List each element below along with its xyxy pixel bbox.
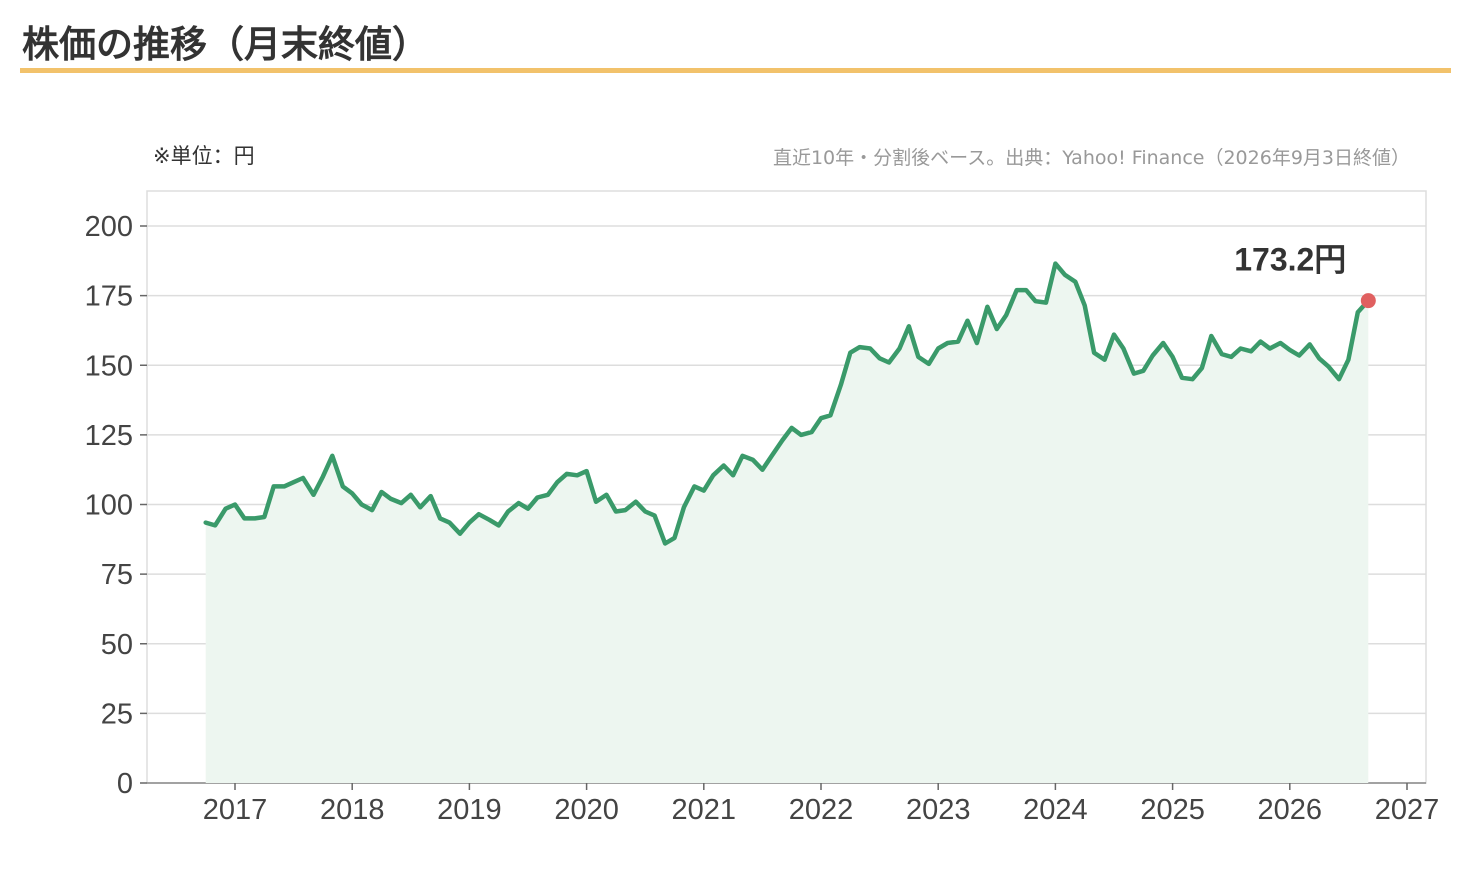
y-tick-label: 150 <box>85 350 133 382</box>
x-tick-label: 2021 <box>672 794 737 826</box>
x-tick-label: 2024 <box>1023 794 1088 826</box>
y-tick-label: 25 <box>101 698 133 730</box>
title-underline <box>20 68 1451 73</box>
series-area <box>205 263 1369 784</box>
x-tick-label: 2017 <box>203 794 268 826</box>
last-price-label: 173.2円 <box>1234 242 1346 278</box>
x-tick-label: 2022 <box>789 794 854 826</box>
x-tick-label: 2023 <box>906 794 971 826</box>
y-tick-label: 75 <box>101 559 133 591</box>
unit-note: ※単位：円 <box>153 144 255 168</box>
page-title: 株価の推移（月末終値） <box>22 23 429 66</box>
y-tick-label: 200 <box>85 211 133 243</box>
source-note: 直近10年・分割後ベース。出典：Yahoo! Finance（2026年9月3日… <box>772 147 1410 169</box>
x-tick-label: 2020 <box>554 794 619 826</box>
x-tick-label: 2019 <box>437 794 502 826</box>
last-price-marker <box>1360 293 1376 309</box>
x-tick-label: 2025 <box>1140 794 1205 826</box>
x-tick-label: 2026 <box>1258 794 1323 826</box>
y-tick-label: 50 <box>101 629 133 661</box>
y-tick-label: 0 <box>117 768 133 800</box>
series-line <box>203 261 1371 546</box>
x-tick-label: 2018 <box>320 794 385 826</box>
y-tick-label: 100 <box>85 490 133 522</box>
x-tick-label: 2027 <box>1375 794 1440 826</box>
y-tick-label: 175 <box>85 281 133 313</box>
y-tick-label: 125 <box>85 420 133 452</box>
